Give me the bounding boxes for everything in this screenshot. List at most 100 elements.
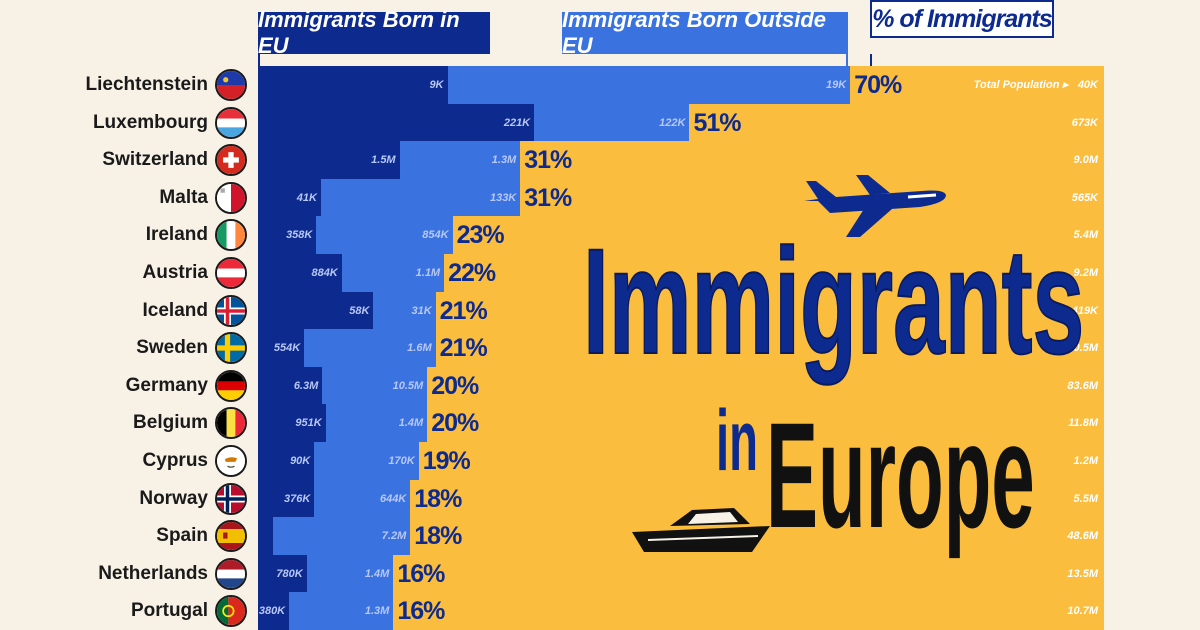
label-non-eu-born: 644K — [379, 493, 407, 505]
legend-eu-tick — [258, 54, 260, 70]
label-percent: 22% — [448, 259, 496, 287]
label-total-population: 9.2M — [1073, 267, 1098, 279]
label-total-population: 40K — [1077, 79, 1098, 91]
bar-row: 221K 122K 51% 673K — [258, 104, 1104, 142]
label-total-population: 10.5M — [1067, 342, 1098, 354]
label-percent: 31% — [524, 146, 572, 174]
legend-percent: % of Immigrants — [870, 0, 1054, 38]
bar-non-eu-born — [373, 292, 436, 330]
flag-liechtenstein-icon — [215, 69, 247, 101]
bar-non-eu-born — [316, 216, 453, 254]
legend-eu: Immigrants Born in EU — [258, 7, 490, 58]
label-percent: 23% — [456, 221, 505, 249]
bar-total-population — [258, 555, 1104, 593]
bar-row: 90K 170K 19% 1.2M — [258, 442, 1104, 480]
country-label: Cyprus — [142, 450, 208, 471]
label-eu-born: 9K — [429, 79, 444, 91]
legend-percent-tick — [870, 54, 872, 70]
bar-row: 380K 1.3M 16% 10.7M — [258, 592, 1104, 630]
flag-belgium-icon — [215, 407, 247, 439]
country-label: Iceland — [142, 300, 208, 321]
bar-row: 554K 1.6M 21% 10.5M — [258, 329, 1104, 367]
label-eu-born: 951K — [295, 417, 322, 429]
bar-non-eu-born — [273, 517, 411, 555]
label-total-population: 11.8M — [1068, 417, 1098, 429]
label-non-eu-born: 10.5M — [392, 380, 424, 392]
country-label: Liechtenstein — [85, 74, 208, 95]
bar-eu-born — [258, 329, 305, 367]
bar-total-population — [258, 592, 1104, 630]
label-eu-born: 41K — [296, 192, 317, 204]
title-europe: Europe — [766, 391, 1035, 559]
bar-non-eu-born — [306, 555, 394, 593]
flag-cyprus-icon — [215, 445, 247, 477]
label-non-eu-born: 133K — [489, 192, 517, 204]
flag-austria-icon — [215, 257, 247, 289]
label-non-eu-born: 19K — [826, 79, 847, 91]
bar-eu-born — [258, 254, 342, 292]
label-eu-born: 58K — [349, 305, 370, 317]
bar-non-eu-born — [534, 104, 690, 142]
label-percent: 16% — [397, 560, 445, 588]
label-percent: 70% — [854, 71, 902, 99]
country-label: Norway — [139, 488, 208, 509]
title-in: in — [716, 393, 759, 489]
label-non-eu-born: 854K — [422, 229, 449, 241]
label-non-eu-born: 31K — [411, 305, 432, 317]
flag-malta-icon — [215, 182, 247, 214]
boat-icon — [632, 508, 770, 552]
title-immigrants: Immigrants — [582, 216, 1085, 386]
bar-eu-born — [258, 404, 326, 442]
bar-eu-born — [258, 104, 535, 142]
flag-switzerland-icon — [215, 144, 247, 176]
country-label: Sweden — [136, 337, 208, 358]
label-total-population: 565K — [1071, 192, 1098, 204]
bar-row: 884K 1.1M 22% 9.2M — [258, 254, 1104, 292]
label-non-eu-born: 1.6M — [407, 342, 432, 354]
bar-eu-born — [258, 480, 315, 518]
label-percent: 31% — [524, 184, 572, 212]
flag-ireland-icon — [215, 219, 247, 251]
bar-row: 9K 19K 70% 40K Total Population ▸ — [258, 66, 1104, 104]
bar-non-eu-born — [325, 404, 428, 442]
total-population-note: Total Population ▸ — [973, 79, 1068, 91]
flag-norway-icon — [215, 483, 247, 515]
label-eu-born: 554K — [273, 342, 301, 354]
bar-row: 951K 1.4M 20% 11.8M — [258, 404, 1104, 442]
country-label: Austria — [142, 262, 208, 283]
label-eu-born: 884K — [311, 267, 338, 279]
legend-non-eu-tick — [846, 54, 848, 70]
label-eu-born: 1.5M — [371, 154, 396, 166]
country-label: Ireland — [145, 224, 208, 245]
label-total-population: 9.0M — [1073, 154, 1098, 166]
legend-non-eu: Immigrants Born Outside EU — [562, 7, 848, 58]
bar-row: 780K 1.4M 16% 13.5M — [258, 555, 1104, 593]
flag-germany-icon — [215, 370, 247, 402]
label-total-population: 83.6M — [1067, 380, 1098, 392]
country-label: Spain — [156, 525, 208, 546]
flag-spain-icon — [215, 520, 247, 552]
bar-non-eu-born — [399, 141, 521, 179]
bar-eu-born — [258, 442, 315, 480]
bar-eu-born — [258, 555, 307, 593]
label-total-population: 48.6M — [1067, 530, 1098, 542]
label-percent: 20% — [431, 409, 479, 437]
bar-row: 358K 854K 23% 5.4M — [258, 216, 1104, 254]
bar-eu-born — [258, 292, 374, 330]
label-total-population: 10.7M — [1067, 605, 1098, 617]
flag-luxembourg-icon — [215, 107, 247, 139]
bar-eu-born — [258, 592, 290, 630]
label-eu-born: 380K — [258, 605, 286, 617]
label-total-population: 13.5M — [1067, 568, 1098, 580]
label-percent: 20% — [431, 372, 479, 400]
label-eu-born: 90K — [290, 455, 311, 467]
bar-eu-born — [258, 517, 274, 555]
flag-iceland-icon — [215, 295, 247, 327]
label-non-eu-born: 7.2M — [381, 530, 407, 542]
bar-eu-born — [258, 367, 323, 405]
label-non-eu-born: 170K — [388, 455, 415, 467]
flag-sweden-icon — [215, 332, 247, 364]
bar-non-eu-born — [322, 367, 428, 405]
bar-row: 58K 31K 21% 419K — [258, 292, 1104, 330]
bar-non-eu-born — [314, 480, 411, 518]
